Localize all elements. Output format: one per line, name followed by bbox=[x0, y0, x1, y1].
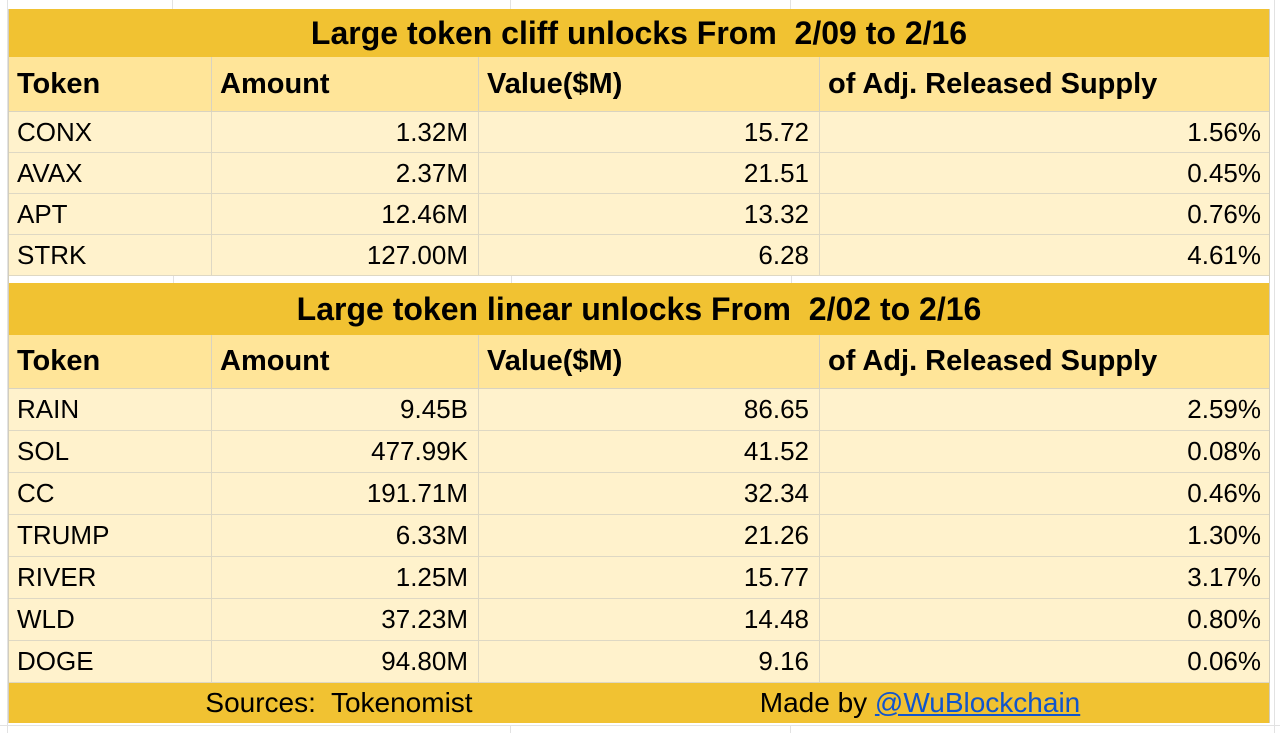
value-cell: 21.51 bbox=[479, 153, 820, 193]
value-cell: 6.28 bbox=[479, 235, 820, 275]
table-row: SOL 477.99K 41.52 0.08% bbox=[9, 431, 1269, 473]
grid-line bbox=[7, 725, 8, 733]
table-row: DOGE 94.80M 9.16 0.06% bbox=[9, 641, 1269, 683]
value-cell: 32.34 bbox=[479, 473, 820, 514]
token-cell: RIVER bbox=[9, 557, 212, 598]
amount-cell: 12.46M bbox=[212, 194, 479, 234]
value-cell: 13.32 bbox=[479, 194, 820, 234]
column-header-value: Value($M) bbox=[479, 335, 820, 388]
supply-cell: 0.45% bbox=[1187, 157, 1261, 188]
column-header-supply: of Adj. Released Supply bbox=[828, 345, 1158, 377]
token-cell: CONX bbox=[9, 112, 212, 152]
supply-cell: 4.61% bbox=[1187, 239, 1261, 270]
token-cell: WLD bbox=[9, 599, 212, 640]
token-cell: RAIN bbox=[9, 389, 212, 430]
table-row: STRK 127.00M 6.28 4.61% bbox=[9, 235, 1269, 276]
value-cell: 21.26 bbox=[479, 515, 820, 556]
value-cell: 9.16 bbox=[479, 641, 820, 682]
amount-cell: 1.25M bbox=[212, 557, 479, 598]
supply-cell: 2.59% bbox=[1187, 394, 1261, 424]
cliff-section-title: Large token cliff unlocks From 2/09 to 2… bbox=[9, 9, 1269, 57]
token-cell: CC bbox=[9, 473, 212, 514]
wublockchain-link[interactable]: @WuBlockchain bbox=[874, 687, 1081, 718]
made-by-text: Made by @WuBlockchain bbox=[760, 687, 1081, 719]
token-cell: AVAX bbox=[9, 153, 212, 193]
empty-sheet-row bbox=[9, 276, 1269, 283]
cliff-rows: CONX 1.32M 15.72 1.56% AVAX 2.37M 21.51 … bbox=[9, 112, 1269, 276]
table-row: RIVER 1.25M 15.77 3.17% bbox=[9, 557, 1269, 599]
value-cell: 14.48 bbox=[479, 599, 820, 640]
value-cell: 41.52 bbox=[479, 431, 820, 472]
table-row: CC 191.71M 32.34 0.46% bbox=[9, 473, 1269, 515]
linear-rows: RAIN 9.45B 86.65 2.59% SOL 477.99K 41.52… bbox=[9, 389, 1269, 683]
token-cell: TRUMP bbox=[9, 515, 212, 556]
grid-line bbox=[1274, 0, 1275, 733]
table-row: RAIN 9.45B 86.65 2.59% bbox=[9, 389, 1269, 431]
grid-line bbox=[790, 725, 791, 733]
amount-cell: 2.37M bbox=[212, 153, 479, 193]
column-header-supply: of Adj. Released Supply bbox=[828, 67, 1158, 100]
value-cell: 86.65 bbox=[479, 389, 820, 430]
table-row: WLD 37.23M 14.48 0.80% bbox=[9, 599, 1269, 641]
grid-line bbox=[510, 0, 511, 9]
supply-cell: 0.80% bbox=[1187, 604, 1261, 634]
supply-cell: 0.76% bbox=[1187, 198, 1261, 229]
footer-bar: Sources: Tokenomist Made by @WuBlockchai… bbox=[9, 683, 1269, 723]
linear-header-row: Token Amount Value($M) of Adj. Released … bbox=[9, 335, 1269, 389]
made-by-prefix: Made by bbox=[759, 687, 875, 718]
table-row: AVAX 2.37M 21.51 0.45% bbox=[9, 153, 1269, 194]
grid-line bbox=[791, 276, 792, 283]
column-header-amount: Amount bbox=[212, 335, 479, 388]
amount-cell: 37.23M bbox=[212, 599, 479, 640]
table-row: TRUMP 6.33M 21.26 1.30% bbox=[9, 515, 1269, 557]
token-cell: SOL bbox=[9, 431, 212, 472]
column-header-token: Token bbox=[9, 57, 212, 111]
supply-cell: 0.06% bbox=[1187, 646, 1261, 676]
grid-line bbox=[790, 0, 791, 9]
amount-cell: 191.71M bbox=[212, 473, 479, 514]
amount-cell: 6.33M bbox=[212, 515, 479, 556]
token-cell: DOGE bbox=[9, 641, 212, 682]
cliff-header-row: Token Amount Value($M) of Adj. Released … bbox=[9, 57, 1269, 112]
sources-text: Sources: Tokenomist bbox=[205, 687, 473, 718]
supply-cell: 0.08% bbox=[1187, 436, 1261, 466]
supply-cell: 0.46% bbox=[1187, 478, 1261, 508]
column-header-value: Value($M) bbox=[479, 57, 820, 111]
value-cell: 15.72 bbox=[479, 112, 820, 152]
grid-line bbox=[173, 276, 174, 283]
amount-cell: 477.99K bbox=[212, 431, 479, 472]
grid-line bbox=[511, 276, 512, 283]
table-row: CONX 1.32M 15.72 1.56% bbox=[9, 112, 1269, 153]
supply-cell: 3.17% bbox=[1187, 562, 1261, 592]
grid-line bbox=[510, 725, 511, 733]
linear-section-title: Large token linear unlocks From 2/02 to … bbox=[9, 283, 1269, 335]
table-row: APT 12.46M 13.32 0.76% bbox=[9, 194, 1269, 235]
column-header-amount: Amount bbox=[212, 57, 479, 111]
token-cell: STRK bbox=[9, 235, 212, 275]
grid-line bbox=[0, 725, 1280, 726]
column-header-token: Token bbox=[9, 335, 212, 388]
token-cell: APT bbox=[9, 194, 212, 234]
amount-cell: 9.45B bbox=[212, 389, 479, 430]
token-unlocks-table: Large token cliff unlocks From 2/09 to 2… bbox=[8, 9, 1270, 723]
amount-cell: 94.80M bbox=[212, 641, 479, 682]
supply-cell: 1.56% bbox=[1187, 116, 1261, 147]
grid-line bbox=[172, 0, 173, 9]
value-cell: 15.77 bbox=[479, 557, 820, 598]
grid-line bbox=[7, 0, 8, 725]
supply-cell: 1.30% bbox=[1187, 520, 1261, 550]
amount-cell: 127.00M bbox=[212, 235, 479, 275]
amount-cell: 1.32M bbox=[212, 112, 479, 152]
